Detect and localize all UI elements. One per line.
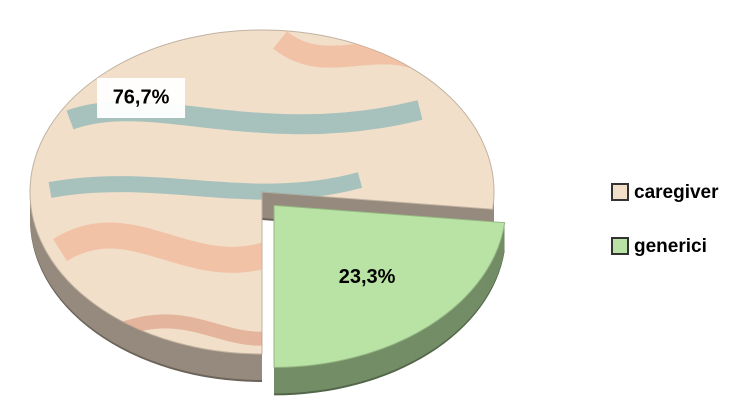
- slice: [273, 204, 506, 368]
- data-label: 23,3%: [339, 266, 396, 288]
- legend-label: caregiver: [634, 182, 719, 203]
- legend-label: generici: [634, 236, 707, 257]
- legend-swatch: [611, 237, 629, 255]
- texture-stroke: [48, 172, 363, 200]
- data-label: 76,7%: [113, 86, 170, 108]
- legend-swatch: [611, 183, 629, 201]
- label-box: [97, 78, 186, 119]
